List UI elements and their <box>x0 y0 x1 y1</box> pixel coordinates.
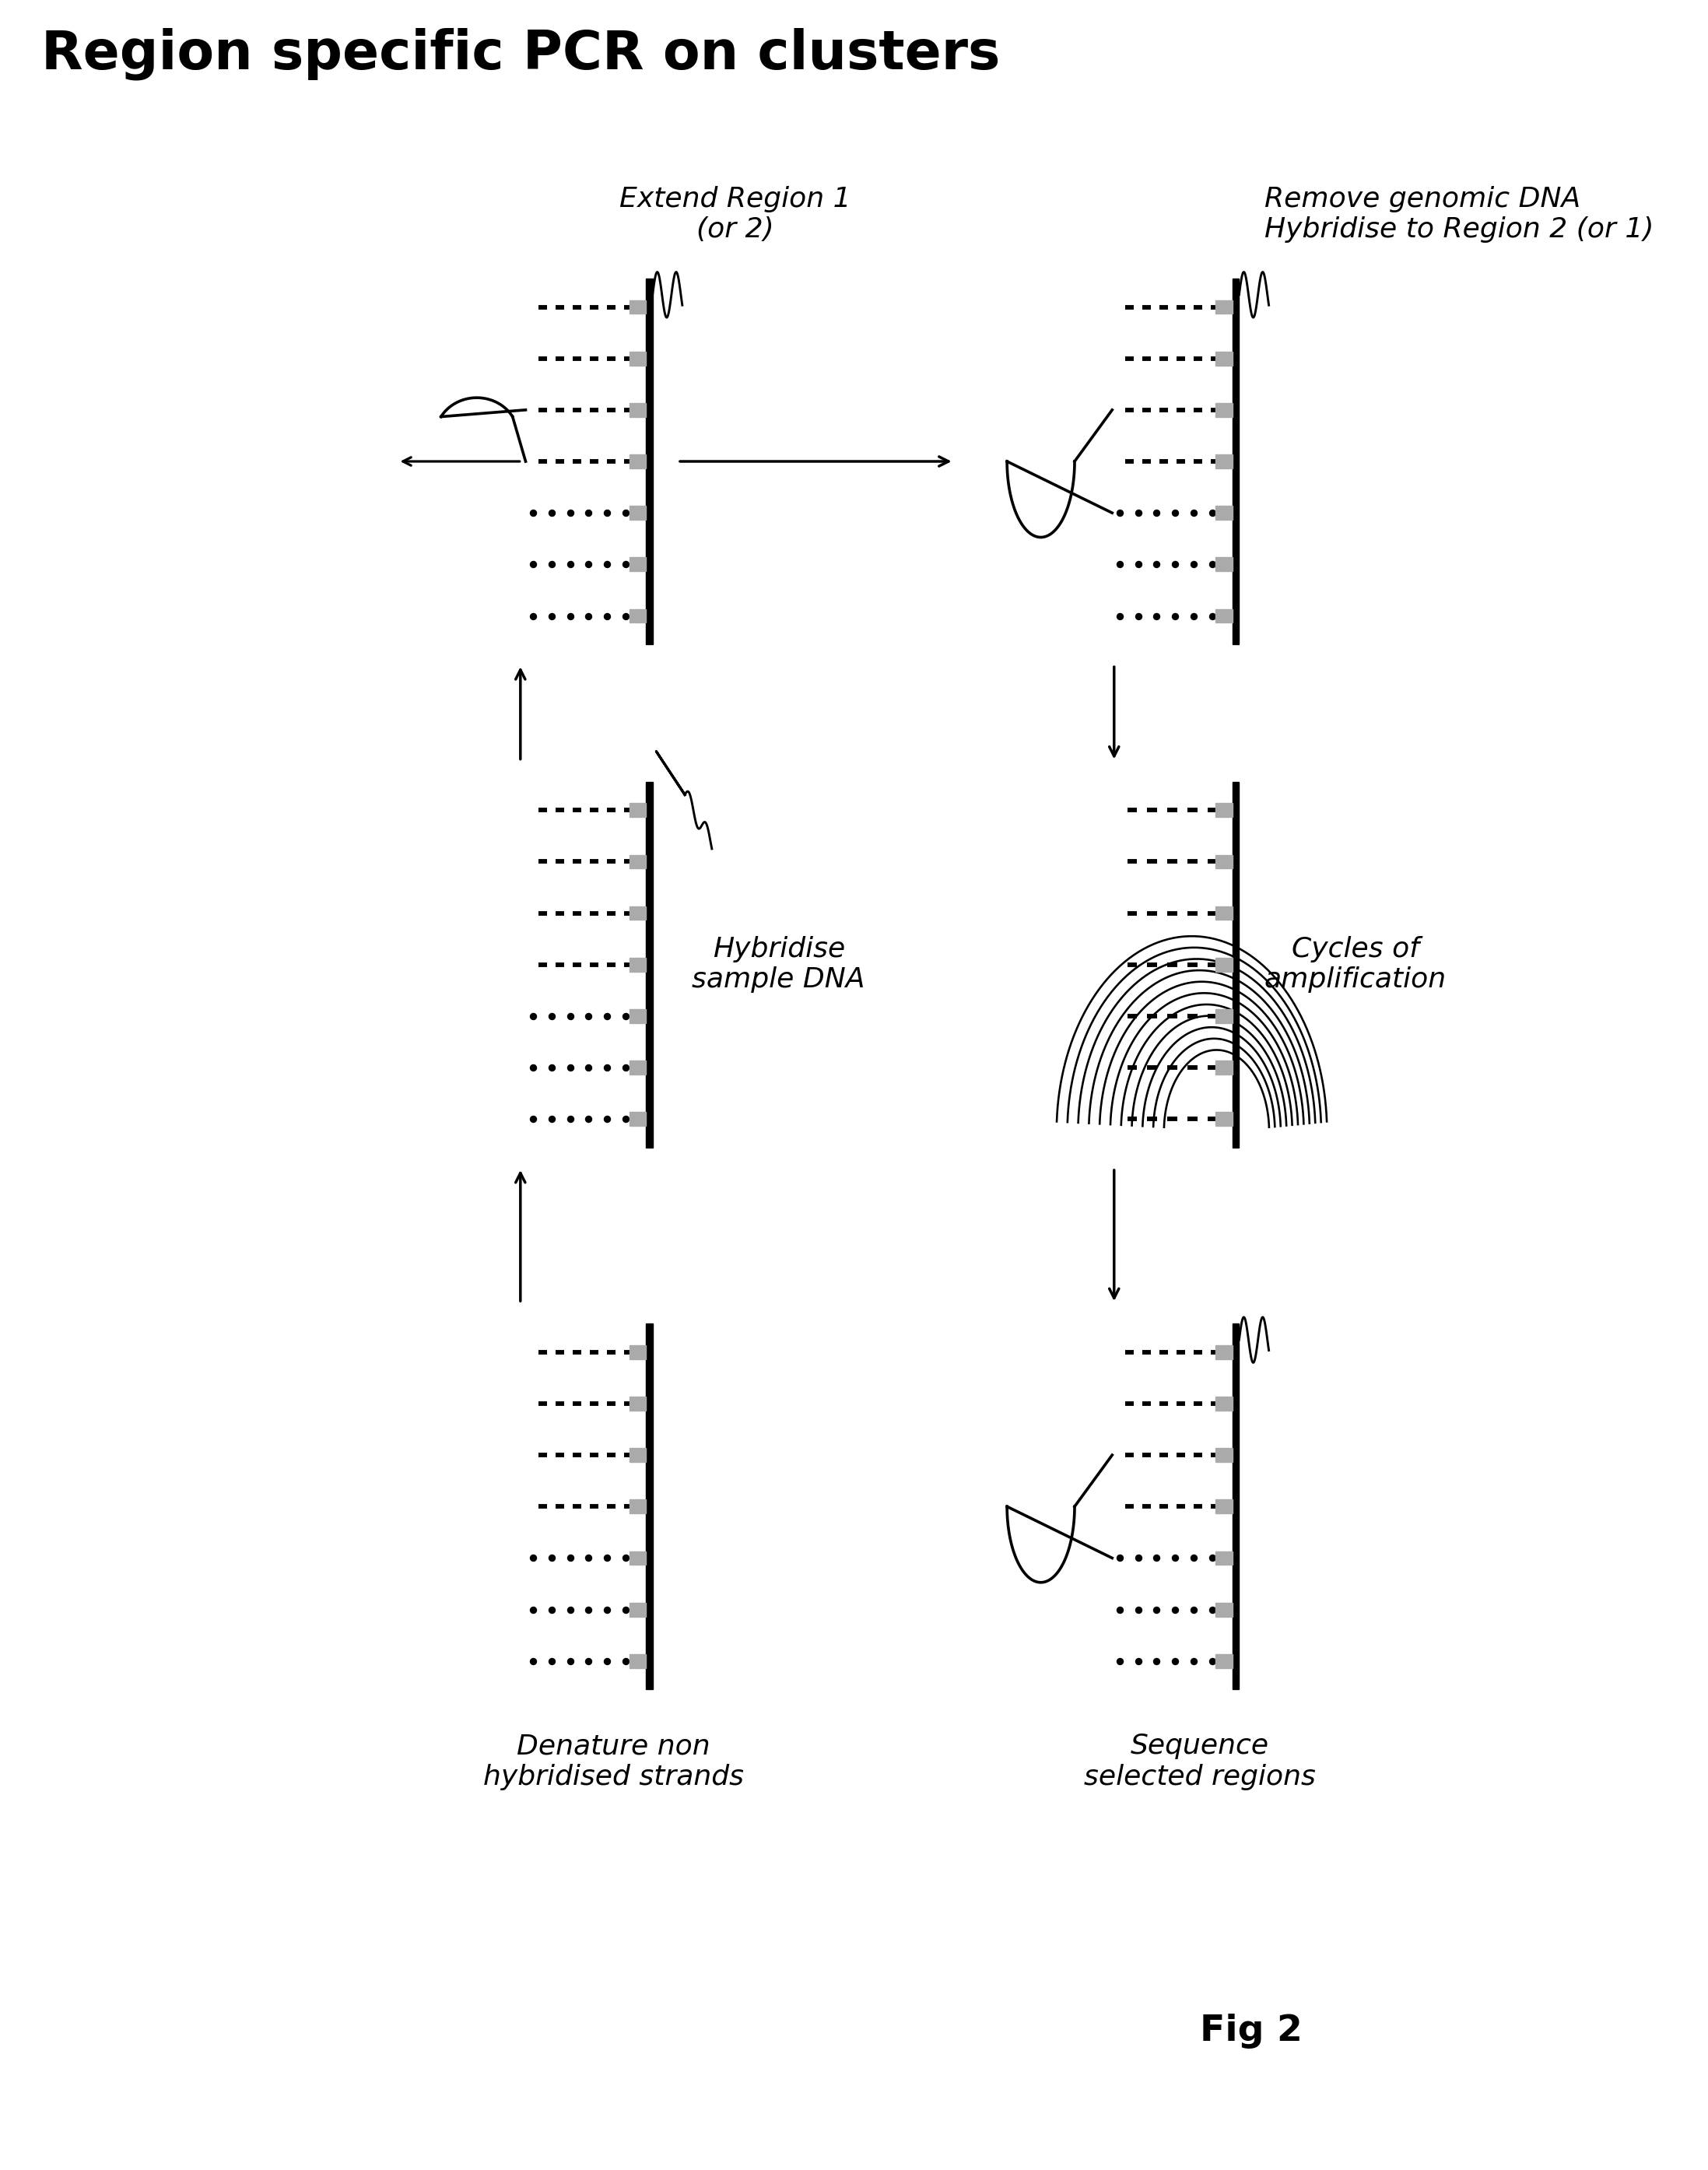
Bar <box>629 1552 646 1565</box>
Text: Extend Region 1
(or 2): Extend Region 1 (or 2) <box>620 187 851 243</box>
Bar <box>1216 299 1233 315</box>
Bar <box>1216 803 1233 818</box>
Bar <box>629 855 646 868</box>
Bar <box>1233 781 1238 1148</box>
Bar <box>1216 1447 1233 1463</box>
Text: Sequence
selected regions: Sequence selected regions <box>1085 1734 1315 1790</box>
Bar <box>1216 404 1233 417</box>
Bar <box>1216 957 1233 972</box>
Bar <box>1216 1654 1233 1669</box>
Bar <box>629 1061 646 1074</box>
Bar <box>646 1324 652 1690</box>
Bar <box>1216 506 1233 521</box>
Bar <box>1216 907 1233 920</box>
Bar <box>629 1499 646 1512</box>
Bar <box>629 352 646 365</box>
Bar <box>1216 855 1233 868</box>
Bar <box>629 404 646 417</box>
Bar <box>629 1113 646 1126</box>
Bar <box>1216 1499 1233 1512</box>
Text: Hybridise
sample DNA: Hybridise sample DNA <box>692 935 866 994</box>
Bar <box>629 1654 646 1669</box>
Bar <box>629 506 646 521</box>
Bar <box>646 781 652 1148</box>
Bar <box>629 1009 646 1022</box>
Bar <box>629 1345 646 1358</box>
Text: Remove genomic DNA
Hybridise to Region 2 (or 1): Remove genomic DNA Hybridise to Region 2… <box>1264 187 1653 243</box>
Bar <box>1216 1009 1233 1022</box>
Bar <box>629 299 646 315</box>
Bar <box>629 803 646 818</box>
Bar <box>1216 558 1233 571</box>
Text: Cycles of
amplification: Cycles of amplification <box>1264 935 1447 994</box>
Bar <box>629 454 646 469</box>
Bar <box>1216 352 1233 365</box>
Bar <box>1216 1604 1233 1617</box>
Text: Fig 2: Fig 2 <box>1201 2014 1303 2048</box>
Bar <box>1216 610 1233 623</box>
Bar <box>1216 1061 1233 1074</box>
Bar <box>1216 1397 1233 1410</box>
Bar <box>1216 454 1233 469</box>
Bar <box>1233 1324 1238 1690</box>
Bar <box>1216 1552 1233 1565</box>
Text: Region specific PCR on clusters: Region specific PCR on clusters <box>41 28 1001 80</box>
Bar <box>1216 1345 1233 1358</box>
Bar <box>629 610 646 623</box>
Bar <box>629 1447 646 1463</box>
Bar <box>629 558 646 571</box>
Bar <box>629 907 646 920</box>
Bar <box>629 1397 646 1410</box>
Bar <box>1233 278 1238 644</box>
Bar <box>629 1604 646 1617</box>
Bar <box>629 957 646 972</box>
Bar <box>646 278 652 644</box>
Text: Denature non
hybridised strands: Denature non hybridised strands <box>483 1734 743 1790</box>
Bar <box>1216 1113 1233 1126</box>
